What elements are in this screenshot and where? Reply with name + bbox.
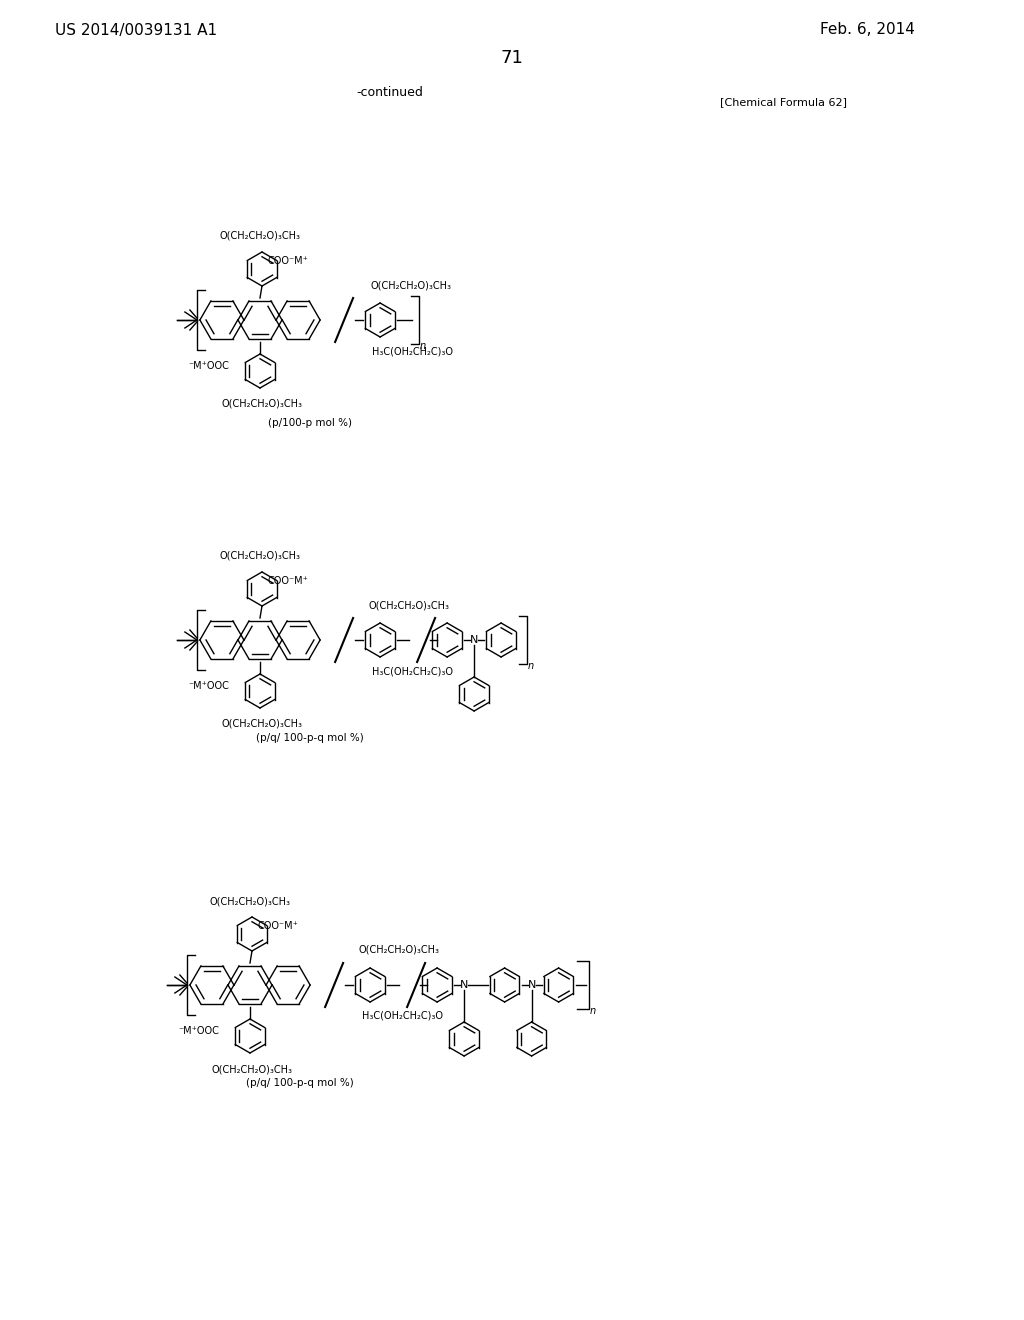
Text: COO⁻M⁺: COO⁻M⁺	[267, 576, 308, 586]
Text: N: N	[460, 979, 468, 990]
Text: n: n	[420, 341, 426, 351]
Text: O(CH₂CH₂O)₃CH₃: O(CH₂CH₂O)₃CH₃	[222, 719, 303, 729]
Text: n: n	[528, 661, 535, 671]
Text: n: n	[590, 1006, 596, 1016]
Text: US 2014/0039131 A1: US 2014/0039131 A1	[55, 22, 217, 37]
Text: 71: 71	[501, 49, 523, 67]
Text: COO⁻M⁺: COO⁻M⁺	[257, 921, 298, 931]
Text: H₃C(OH₂CH₂C)₃O: H₃C(OH₂CH₂C)₃O	[362, 1011, 443, 1020]
Text: ⁻M⁺OOC: ⁻M⁺OOC	[188, 681, 229, 690]
Text: ⁻M⁺OOC: ⁻M⁺OOC	[188, 360, 229, 371]
Text: -continued: -continued	[356, 86, 424, 99]
Text: O(CH₂CH₂O)₃CH₃: O(CH₂CH₂O)₃CH₃	[212, 1064, 293, 1074]
Text: (p/q/ 100-p-q mol %): (p/q/ 100-p-q mol %)	[246, 1078, 354, 1088]
Text: H₃C(OH₂CH₂C)₃O: H₃C(OH₂CH₂C)₃O	[372, 346, 453, 356]
Text: O(CH₂CH₂O)₃CH₃: O(CH₂CH₂O)₃CH₃	[210, 896, 291, 906]
Text: O(CH₂CH₂O)₃CH₃: O(CH₂CH₂O)₃CH₃	[358, 945, 439, 954]
Text: O(CH₂CH₂O)₃CH₃: O(CH₂CH₂O)₃CH₃	[220, 231, 301, 242]
Text: COO⁻M⁺: COO⁻M⁺	[267, 256, 308, 267]
Text: H₃C(OH₂CH₂C)₃O: H₃C(OH₂CH₂C)₃O	[372, 667, 453, 676]
Text: [Chemical Formula 62]: [Chemical Formula 62]	[720, 96, 847, 107]
Text: O(CH₂CH₂O)₃CH₃: O(CH₂CH₂O)₃CH₃	[220, 550, 301, 561]
Text: O(CH₂CH₂O)₃CH₃: O(CH₂CH₂O)₃CH₃	[370, 280, 452, 290]
Text: N: N	[527, 979, 536, 990]
Text: ⁻M⁺OOC: ⁻M⁺OOC	[178, 1026, 219, 1036]
Text: (p/q/ 100-p-q mol %): (p/q/ 100-p-q mol %)	[256, 733, 364, 743]
Text: (p/100-p mol %): (p/100-p mol %)	[268, 418, 352, 428]
Text: O(CH₂CH₂O)₃CH₃: O(CH₂CH₂O)₃CH₃	[368, 601, 450, 610]
Text: Feb. 6, 2014: Feb. 6, 2014	[820, 22, 914, 37]
Text: O(CH₂CH₂O)₃CH₃: O(CH₂CH₂O)₃CH₃	[222, 399, 303, 409]
Text: N: N	[470, 635, 478, 645]
